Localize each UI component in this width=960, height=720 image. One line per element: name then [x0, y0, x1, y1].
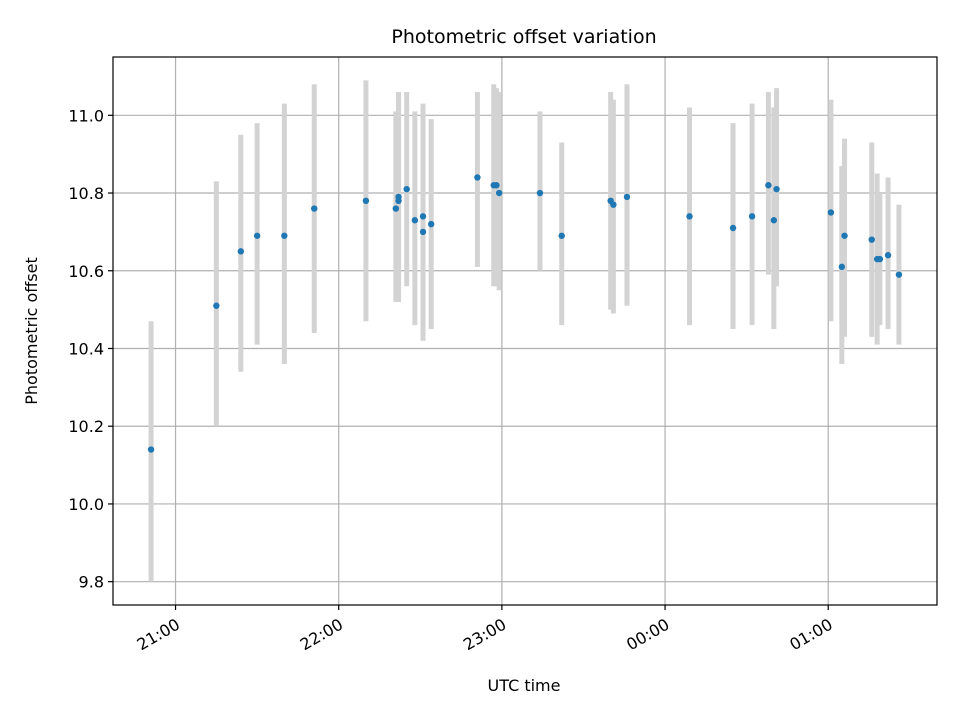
data-point [213, 302, 220, 309]
data-point [495, 189, 503, 197]
data-point [419, 213, 427, 220]
data-point [147, 446, 155, 453]
y-tick-label: 9.8 [79, 573, 104, 592]
data-point [895, 271, 903, 278]
y-axis-ticks: 9.8 10.0 10.2 10.4 10.6 10.8 11.0 [68, 106, 113, 592]
data-point [253, 232, 261, 239]
data-point [427, 220, 435, 228]
data-point [623, 193, 631, 201]
chart-title: Photometric offset variation [391, 26, 656, 48]
data-point [827, 209, 835, 216]
data-point [841, 232, 848, 239]
data-point [395, 193, 402, 201]
data-point [868, 236, 875, 243]
data-point [362, 197, 370, 205]
data-point [237, 248, 245, 255]
y-tick-label: 10.0 [68, 495, 104, 514]
data-points [147, 174, 903, 453]
data-point [419, 228, 427, 236]
data-point [765, 182, 772, 189]
y-tick-label: 10.2 [68, 417, 104, 436]
data-point [748, 213, 756, 220]
data-point [536, 189, 544, 197]
data-point [493, 182, 500, 189]
data-point [838, 263, 846, 271]
data-point [281, 232, 288, 239]
y-tick-label: 10.4 [68, 339, 104, 358]
grid [113, 57, 937, 605]
data-point [729, 224, 737, 232]
data-point [773, 185, 780, 193]
data-point [403, 185, 410, 193]
y-tick-label: 10.8 [68, 184, 104, 203]
data-point [558, 232, 565, 239]
y-tick-label: 10.6 [68, 262, 104, 281]
x-axis-label: UTC time [488, 676, 561, 695]
data-point [392, 205, 400, 212]
data-point [876, 255, 884, 263]
y-axis-label: Photometric offset [22, 257, 41, 405]
data-point [610, 201, 617, 208]
y-tick-label: 11.0 [68, 106, 104, 125]
plot-area-frame [112, 56, 938, 606]
data-point [770, 217, 778, 224]
data-point [411, 217, 419, 224]
data-point [474, 174, 481, 181]
data-point [686, 213, 693, 220]
data-point [884, 252, 892, 259]
data-point [311, 205, 318, 212]
